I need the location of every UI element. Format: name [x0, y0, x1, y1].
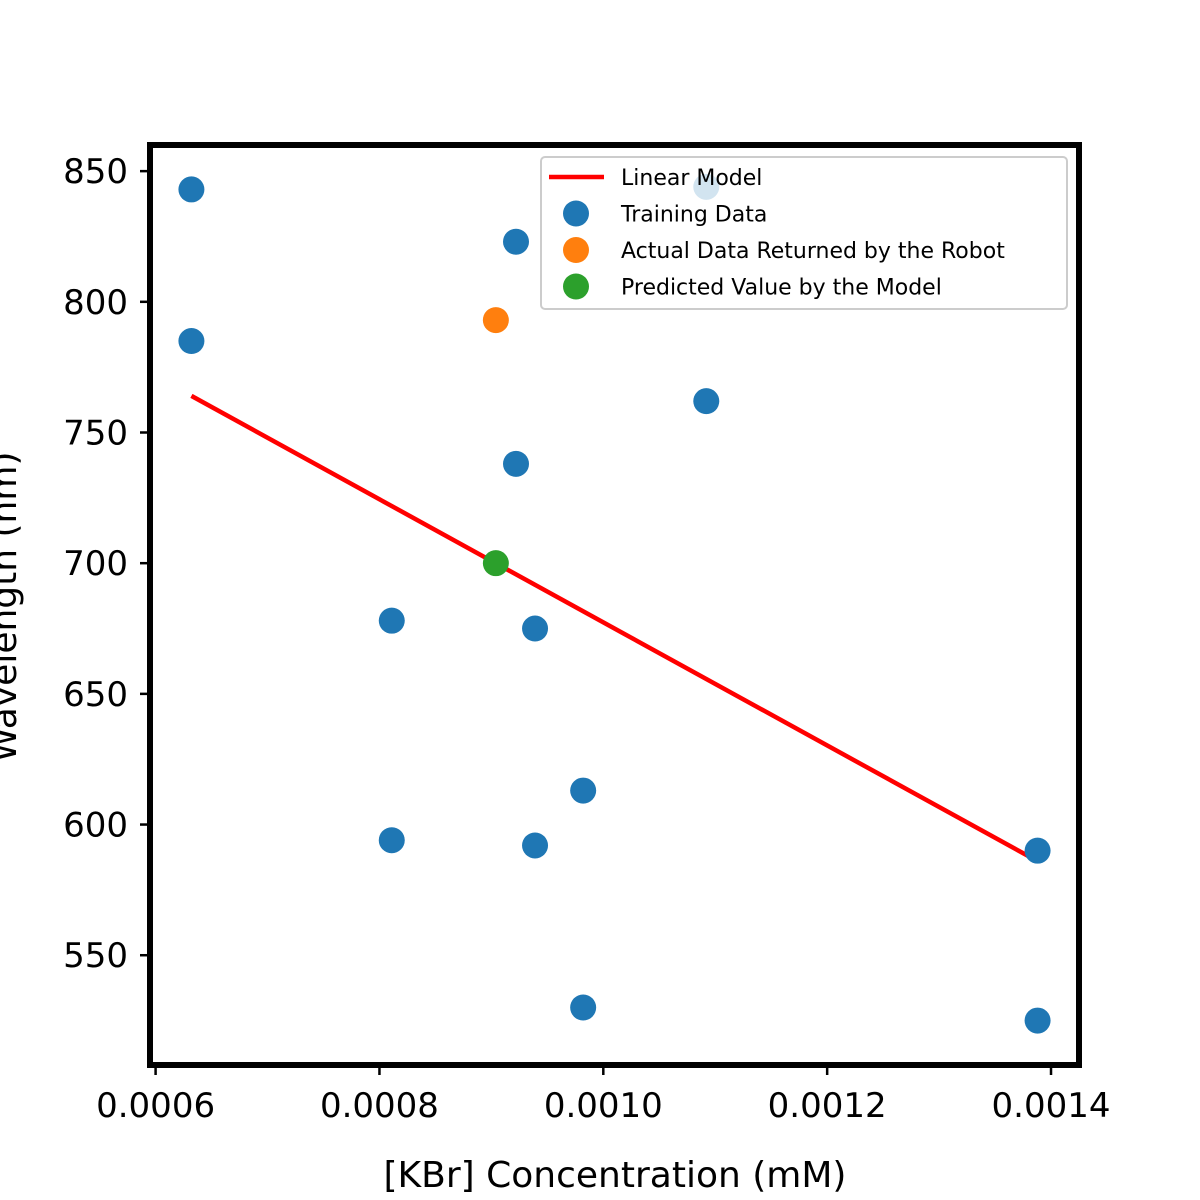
series-1-point-9: [570, 994, 597, 1021]
series-1-point-3: [378, 827, 405, 854]
data-marks: [178, 173, 1051, 1034]
series-1-point-2: [378, 607, 405, 634]
legend-marker-swatch: [563, 200, 589, 227]
legend-marker-swatch: [563, 273, 589, 300]
y-tick-label: 850: [63, 152, 128, 192]
series-1-point-4: [503, 228, 530, 255]
series-3-point-0: [482, 550, 509, 577]
x-tick-label: 0.0014: [992, 1086, 1111, 1126]
legend-box: [540, 156, 1068, 310]
y-axis-label: Wavelength (nm): [0, 452, 25, 763]
x-axis-label: [KBr] Concentration (mM): [384, 1155, 847, 1196]
series-1-point-1: [178, 328, 205, 355]
series-1-point-0: [178, 176, 205, 203]
series-1-point-13: [1024, 1007, 1051, 1034]
legend-marker-swatch: [563, 237, 589, 263]
y-tick-label: 650: [63, 675, 128, 715]
series-1-point-7: [522, 832, 549, 859]
y-tick-label: 700: [63, 544, 128, 584]
y-tick-label: 800: [63, 283, 128, 323]
series-1-point-12: [1024, 837, 1051, 864]
legend-entry-label: Actual Data Returned by the Robot: [621, 239, 1005, 264]
x-tick-label: 0.0010: [544, 1086, 663, 1126]
y-tick-label: 550: [63, 936, 128, 976]
series-1-point-6: [522, 615, 549, 642]
legend-entry-label: Linear Model: [621, 166, 762, 191]
series-1-point-11: [693, 388, 720, 415]
x-tick-label: 0.0006: [96, 1086, 215, 1126]
y-tick-label: 600: [63, 806, 128, 846]
series-1-point-5: [503, 450, 530, 477]
series-2-point-0: [482, 307, 509, 334]
y-tick-label: 750: [63, 414, 128, 454]
plot-frame: [147, 142, 1082, 1068]
axes: 0.0006 0.0008 0.0010 0.0012 0.0014 550 600 650 7…: [63, 142, 1111, 1126]
linear-model-line: [190, 393, 1039, 864]
legend-entry-label: Predicted Value by the Model: [621, 276, 942, 301]
legend: Linear Model Training Data Actual Data Ret…: [540, 156, 1068, 310]
x-tick-label: 0.0008: [320, 1086, 439, 1126]
series-1-point-8: [570, 777, 597, 804]
x-tick-label: 0.0012: [768, 1086, 887, 1126]
legend-entry-label: Training Data: [620, 203, 767, 228]
